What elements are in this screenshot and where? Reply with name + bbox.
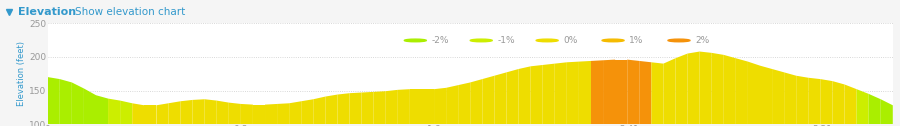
Polygon shape (603, 60, 615, 124)
Polygon shape (374, 91, 386, 124)
Text: Show elevation chart: Show elevation chart (75, 7, 185, 17)
Polygon shape (229, 103, 241, 124)
Polygon shape (784, 72, 796, 124)
Polygon shape (579, 61, 591, 124)
Text: 2%: 2% (695, 36, 709, 45)
Polygon shape (543, 64, 554, 124)
Polygon shape (302, 99, 313, 124)
Polygon shape (772, 69, 784, 124)
Polygon shape (857, 89, 868, 124)
Polygon shape (132, 103, 144, 124)
Polygon shape (507, 69, 518, 124)
Polygon shape (386, 90, 398, 124)
Polygon shape (168, 101, 181, 124)
Polygon shape (760, 66, 772, 124)
Polygon shape (458, 82, 470, 124)
Polygon shape (567, 62, 579, 124)
Polygon shape (326, 94, 338, 124)
Polygon shape (446, 85, 458, 124)
Polygon shape (362, 92, 374, 124)
Polygon shape (881, 99, 893, 124)
Polygon shape (120, 101, 132, 124)
Text: -2%: -2% (431, 36, 449, 45)
Polygon shape (832, 81, 844, 124)
Polygon shape (844, 84, 857, 124)
Polygon shape (181, 100, 193, 124)
Text: Elevation: Elevation (18, 7, 76, 17)
Polygon shape (482, 76, 494, 124)
Polygon shape (699, 52, 712, 124)
Polygon shape (204, 99, 217, 124)
Polygon shape (313, 97, 326, 124)
Polygon shape (289, 101, 302, 124)
Polygon shape (652, 62, 663, 124)
Circle shape (668, 39, 690, 42)
Polygon shape (48, 77, 59, 124)
Circle shape (470, 39, 492, 42)
Polygon shape (868, 94, 881, 124)
Polygon shape (470, 79, 482, 124)
Polygon shape (796, 76, 808, 124)
Polygon shape (736, 58, 748, 124)
Polygon shape (615, 60, 627, 124)
Polygon shape (96, 95, 108, 124)
Polygon shape (108, 99, 120, 124)
Polygon shape (494, 72, 507, 124)
Polygon shape (59, 79, 72, 124)
Polygon shape (217, 101, 229, 124)
Polygon shape (688, 52, 699, 124)
Text: 0%: 0% (563, 36, 578, 45)
Polygon shape (821, 79, 833, 124)
Polygon shape (277, 103, 289, 124)
Polygon shape (676, 54, 688, 124)
Polygon shape (748, 62, 760, 124)
Polygon shape (157, 103, 168, 124)
Polygon shape (724, 55, 736, 124)
Polygon shape (253, 105, 265, 124)
Polygon shape (193, 99, 204, 124)
Y-axis label: Elevation (feet): Elevation (feet) (17, 41, 26, 106)
Polygon shape (241, 104, 253, 124)
Polygon shape (712, 53, 724, 124)
Polygon shape (591, 60, 603, 124)
Polygon shape (627, 60, 639, 124)
Polygon shape (265, 104, 277, 124)
Circle shape (602, 39, 624, 42)
Circle shape (404, 39, 427, 42)
Polygon shape (554, 62, 567, 124)
Polygon shape (84, 88, 96, 124)
Polygon shape (144, 105, 157, 124)
Polygon shape (349, 92, 362, 124)
Polygon shape (72, 82, 84, 124)
Polygon shape (422, 89, 434, 124)
Circle shape (536, 39, 558, 42)
Polygon shape (434, 88, 446, 124)
Polygon shape (639, 61, 652, 124)
Polygon shape (398, 89, 410, 124)
Polygon shape (531, 65, 543, 124)
Polygon shape (410, 89, 422, 124)
Text: -1%: -1% (498, 36, 515, 45)
Polygon shape (663, 58, 676, 124)
Polygon shape (808, 78, 821, 124)
Polygon shape (518, 66, 531, 124)
Polygon shape (338, 93, 349, 124)
Text: 1%: 1% (629, 36, 643, 45)
